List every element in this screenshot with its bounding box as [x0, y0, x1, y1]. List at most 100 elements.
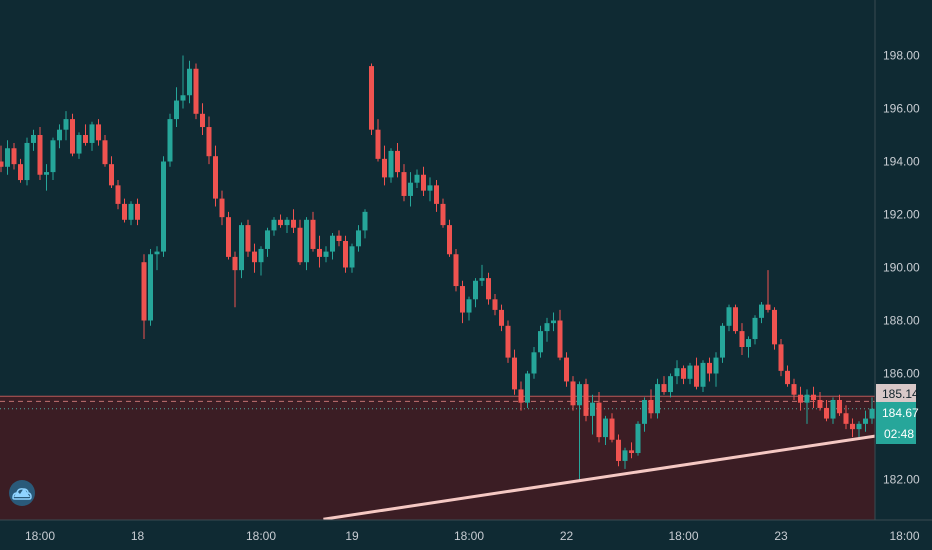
candle-body	[161, 161, 166, 252]
candle-body	[232, 256, 238, 271]
candle	[538, 325, 543, 358]
candle-body	[401, 172, 407, 196]
candle-body	[863, 418, 868, 424]
candle-body	[317, 248, 322, 257]
candle	[284, 217, 290, 234]
candle	[778, 339, 784, 377]
candle-body	[622, 450, 628, 461]
candle-body	[798, 394, 803, 403]
candle-body	[5, 148, 10, 167]
candle-body	[284, 219, 290, 226]
price-axis-background[interactable]	[875, 0, 932, 550]
candle-body	[297, 227, 303, 263]
candle	[616, 434, 621, 467]
time-tick-label: 18:00	[454, 529, 484, 543]
candle	[161, 156, 166, 257]
candle	[479, 264, 485, 287]
candle-body	[434, 185, 439, 204]
candle	[700, 360, 706, 393]
candle-body	[635, 423, 641, 453]
candle	[460, 280, 465, 324]
candle-body	[76, 135, 82, 154]
candle-body	[0, 161, 4, 167]
candle	[798, 386, 803, 411]
candle-body	[648, 400, 654, 414]
candle	[388, 148, 394, 183]
candle	[486, 272, 491, 305]
time-tick-label: 19	[345, 529, 359, 543]
candle	[681, 365, 686, 385]
candle-body	[707, 362, 712, 374]
candle-body	[206, 127, 212, 157]
candle	[18, 158, 23, 183]
candle	[577, 381, 582, 480]
trendline[interactable]	[323, 434, 876, 521]
candle	[89, 121, 95, 151]
candle	[434, 180, 439, 212]
candle-body	[219, 198, 225, 218]
candle	[180, 55, 186, 109]
candle-body	[765, 304, 771, 310]
candle	[271, 217, 277, 236]
candle-body	[681, 368, 686, 379]
candle-body	[31, 135, 36, 143]
candle	[765, 270, 771, 313]
candle-body	[310, 219, 316, 249]
candle	[642, 397, 647, 432]
candle-body	[499, 309, 504, 326]
candle-body	[544, 323, 550, 332]
candle	[733, 304, 738, 334]
candle	[369, 63, 374, 135]
candle	[512, 349, 517, 395]
time-tick-label: 18:00	[668, 529, 698, 543]
price-tick-label: 194.00	[883, 155, 920, 169]
candle	[863, 410, 868, 432]
candle-body	[661, 384, 667, 393]
candle	[525, 370, 530, 408]
candle-body	[440, 203, 446, 226]
candle	[609, 413, 615, 443]
candle-body	[24, 142, 30, 181]
candle-body	[811, 394, 816, 400]
candle	[791, 378, 797, 400]
candle	[122, 198, 127, 223]
candle	[453, 248, 459, 292]
candle-body	[96, 124, 101, 141]
candle	[817, 392, 823, 411]
candle-body	[193, 68, 199, 114]
candle	[349, 243, 355, 273]
candle	[635, 421, 641, 456]
candle	[187, 60, 192, 104]
candle-body	[63, 119, 69, 130]
candle	[843, 405, 849, 430]
candle-body	[369, 66, 374, 130]
candle-body	[713, 357, 719, 374]
candle-body	[564, 357, 569, 382]
candle	[655, 378, 660, 419]
candle	[687, 362, 693, 385]
candle-body	[37, 135, 43, 175]
candle	[304, 217, 309, 271]
candle-body	[583, 384, 589, 416]
candle-body	[128, 203, 134, 220]
candle-body	[258, 248, 264, 263]
candle	[193, 63, 199, 120]
cloud-logo-icon[interactable]	[9, 480, 35, 506]
candle-body	[752, 317, 758, 340]
candle-body	[102, 140, 108, 165]
candle	[622, 447, 628, 469]
candle	[427, 177, 433, 202]
time-tick-label: 22	[560, 529, 574, 543]
candle-body	[11, 148, 17, 165]
candle-body	[167, 119, 173, 162]
candle	[226, 211, 231, 260]
candle	[629, 442, 634, 459]
time-axis-background[interactable]	[0, 520, 932, 550]
candle-body	[525, 373, 530, 403]
plot-area[interactable]	[0, 55, 876, 521]
candle	[590, 394, 595, 435]
price-tick-label: 190.00	[883, 261, 920, 275]
candle-body	[382, 158, 387, 178]
candle	[824, 400, 829, 422]
